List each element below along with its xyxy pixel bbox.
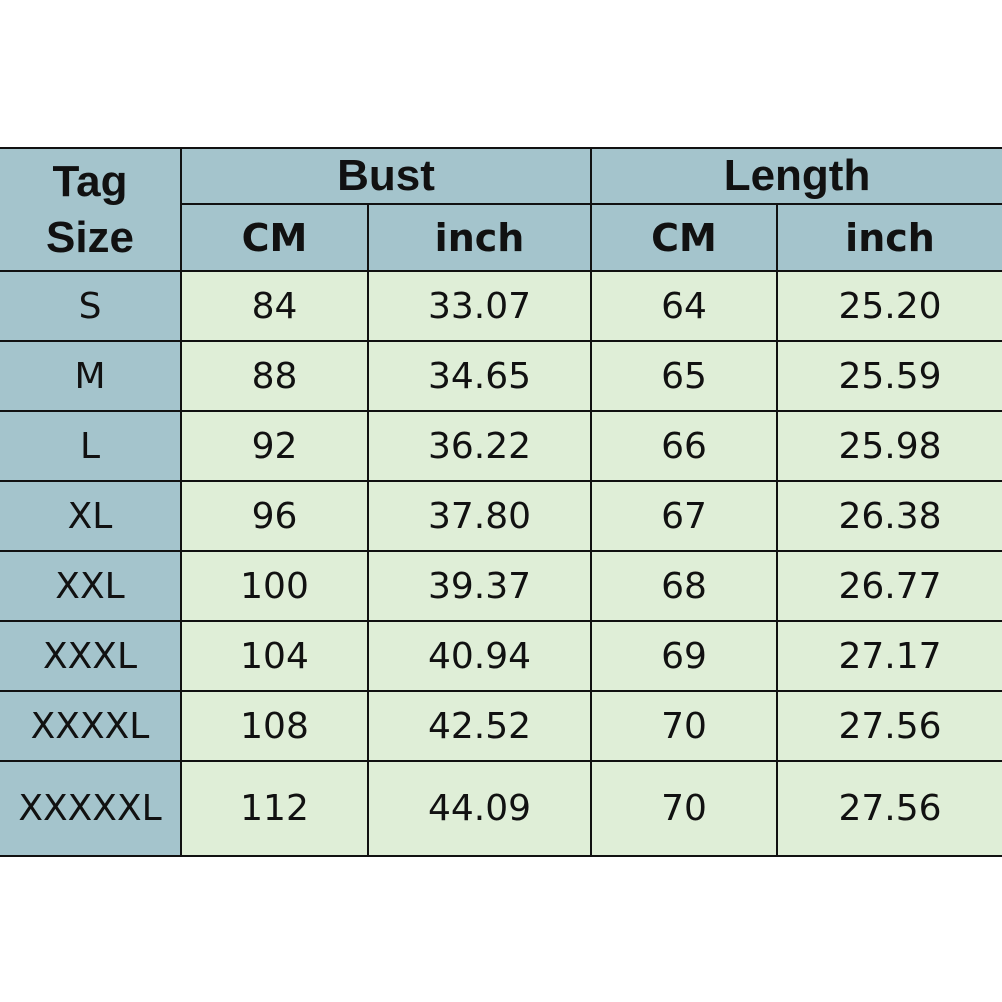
bust-cm-cell: 100 (180, 550, 369, 622)
length-inch-cell: 26.77 (775, 550, 1002, 622)
bust-cm-cell: 96 (180, 480, 369, 552)
length-cm-cell: 64 (590, 270, 778, 342)
bust-inch-cell: 39.37 (367, 550, 592, 622)
table-row: L 92 36.22 66 25.98 (0, 410, 1002, 482)
bust-header: Bust (180, 147, 592, 205)
length-inch-cell: 27.17 (775, 620, 1002, 692)
bust-inch-cell: 33.07 (367, 270, 592, 342)
length-cm-cell: 70 (590, 690, 778, 762)
length-inch-header: inch (775, 203, 1002, 272)
length-cm-cell: 65 (590, 340, 778, 412)
table-row: XL 96 37.80 67 26.38 (0, 480, 1002, 552)
length-inch-cell: 27.56 (775, 690, 1002, 762)
size-cell: XL (0, 480, 182, 552)
table-row: XXXXXL 112 44.09 70 27.56 (0, 760, 1002, 857)
length-cm-header: CM (590, 203, 778, 272)
table-row: S 84 33.07 64 25.20 (0, 270, 1002, 342)
bust-cm-cell: 108 (180, 690, 369, 762)
size-cell: L (0, 410, 182, 482)
length-inch-cell: 25.59 (775, 340, 1002, 412)
size-cell: XXXXL (0, 690, 182, 762)
table-row: XXL 100 39.37 68 26.77 (0, 550, 1002, 622)
length-cm-cell: 70 (590, 760, 778, 857)
size-chart-table: Tag Size Bust Length CM inch CM inch S 84… (0, 147, 1002, 857)
length-inch-cell: 27.56 (775, 760, 1002, 857)
header-row-groups: Tag Size Bust Length (0, 147, 1002, 272)
table-row: XXXXL 108 42.52 70 27.56 (0, 690, 1002, 762)
bust-inch-cell: 44.09 (367, 760, 592, 857)
size-cell: S (0, 270, 182, 342)
bust-cm-cell: 92 (180, 410, 369, 482)
length-cm-cell: 66 (590, 410, 778, 482)
length-cm-cell: 68 (590, 550, 778, 622)
length-cm-cell: 67 (590, 480, 778, 552)
tag-size-header: Tag Size (0, 147, 182, 272)
size-cell: XXL (0, 550, 182, 622)
length-inch-cell: 25.20 (775, 270, 1002, 342)
length-inch-cell: 25.98 (775, 410, 1002, 482)
size-cell: XXXL (0, 620, 182, 692)
bust-inch-cell: 34.65 (367, 340, 592, 412)
bust-cm-cell: 88 (180, 340, 369, 412)
length-inch-cell: 26.38 (775, 480, 1002, 552)
length-header: Length (589, 147, 1002, 205)
length-cm-cell: 69 (590, 620, 778, 692)
bust-inch-cell: 40.94 (367, 620, 592, 692)
bust-cm-cell: 104 (180, 620, 369, 692)
table-row: M 88 34.65 65 25.59 (0, 340, 1002, 412)
bust-cm-cell: 112 (180, 760, 369, 857)
bust-inch-header: inch (367, 203, 592, 272)
bust-inch-cell: 37.80 (367, 480, 592, 552)
bust-cm-header: CM (181, 203, 369, 272)
bust-cm-cell: 84 (180, 270, 369, 342)
size-cell: XXXXXL (0, 760, 182, 857)
bust-inch-cell: 42.52 (367, 690, 592, 762)
table-row: XXXL 104 40.94 69 27.17 (0, 620, 1002, 692)
bust-inch-cell: 36.22 (367, 410, 592, 482)
size-cell: M (0, 340, 182, 412)
header-row-units: CM inch CM inch (0, 203, 1002, 272)
